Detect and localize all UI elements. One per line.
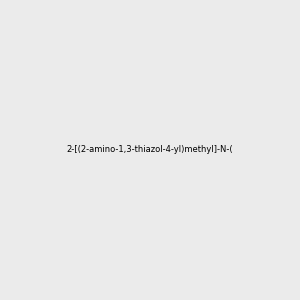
Text: 2-[(2-amino-1,3-thiazol-4-yl)methyl]-N-(: 2-[(2-amino-1,3-thiazol-4-yl)methyl]-N-( (67, 146, 233, 154)
